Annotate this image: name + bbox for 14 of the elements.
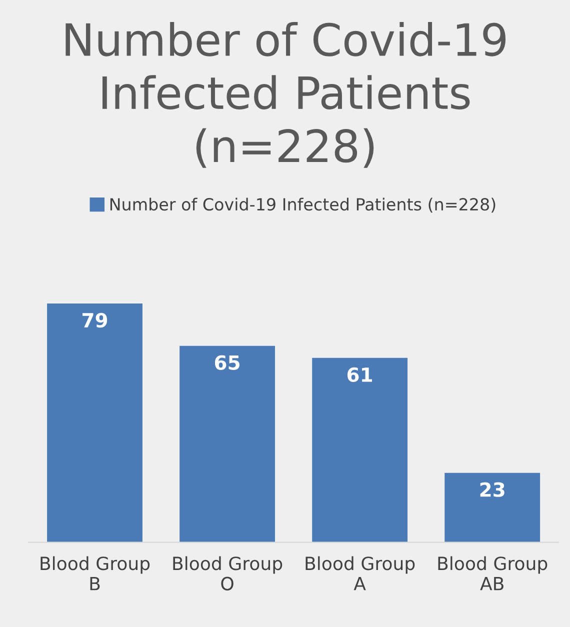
x-tick-label: Blood Group B — [40, 556, 150, 590]
bar — [180, 346, 275, 542]
data-label: 23 — [480, 482, 504, 497]
legend-label: Number of Covid-19 Infected Patients (n=228) — [110, 198, 496, 213]
x-tick-label: Blood Group A — [306, 556, 415, 590]
bar — [312, 358, 408, 542]
x-tick-label: Blood Group O — [173, 556, 282, 590]
data-label: 65 — [214, 355, 240, 370]
data-label: 79 — [82, 312, 108, 328]
x-tick-label: Blood Group AB — [438, 556, 548, 590]
bar — [47, 304, 142, 542]
bar — [444, 472, 540, 542]
data-label: 61 — [347, 367, 372, 382]
chart-title: Number of Covid-19 Infected Patients (n=228) — [66, 22, 506, 168]
